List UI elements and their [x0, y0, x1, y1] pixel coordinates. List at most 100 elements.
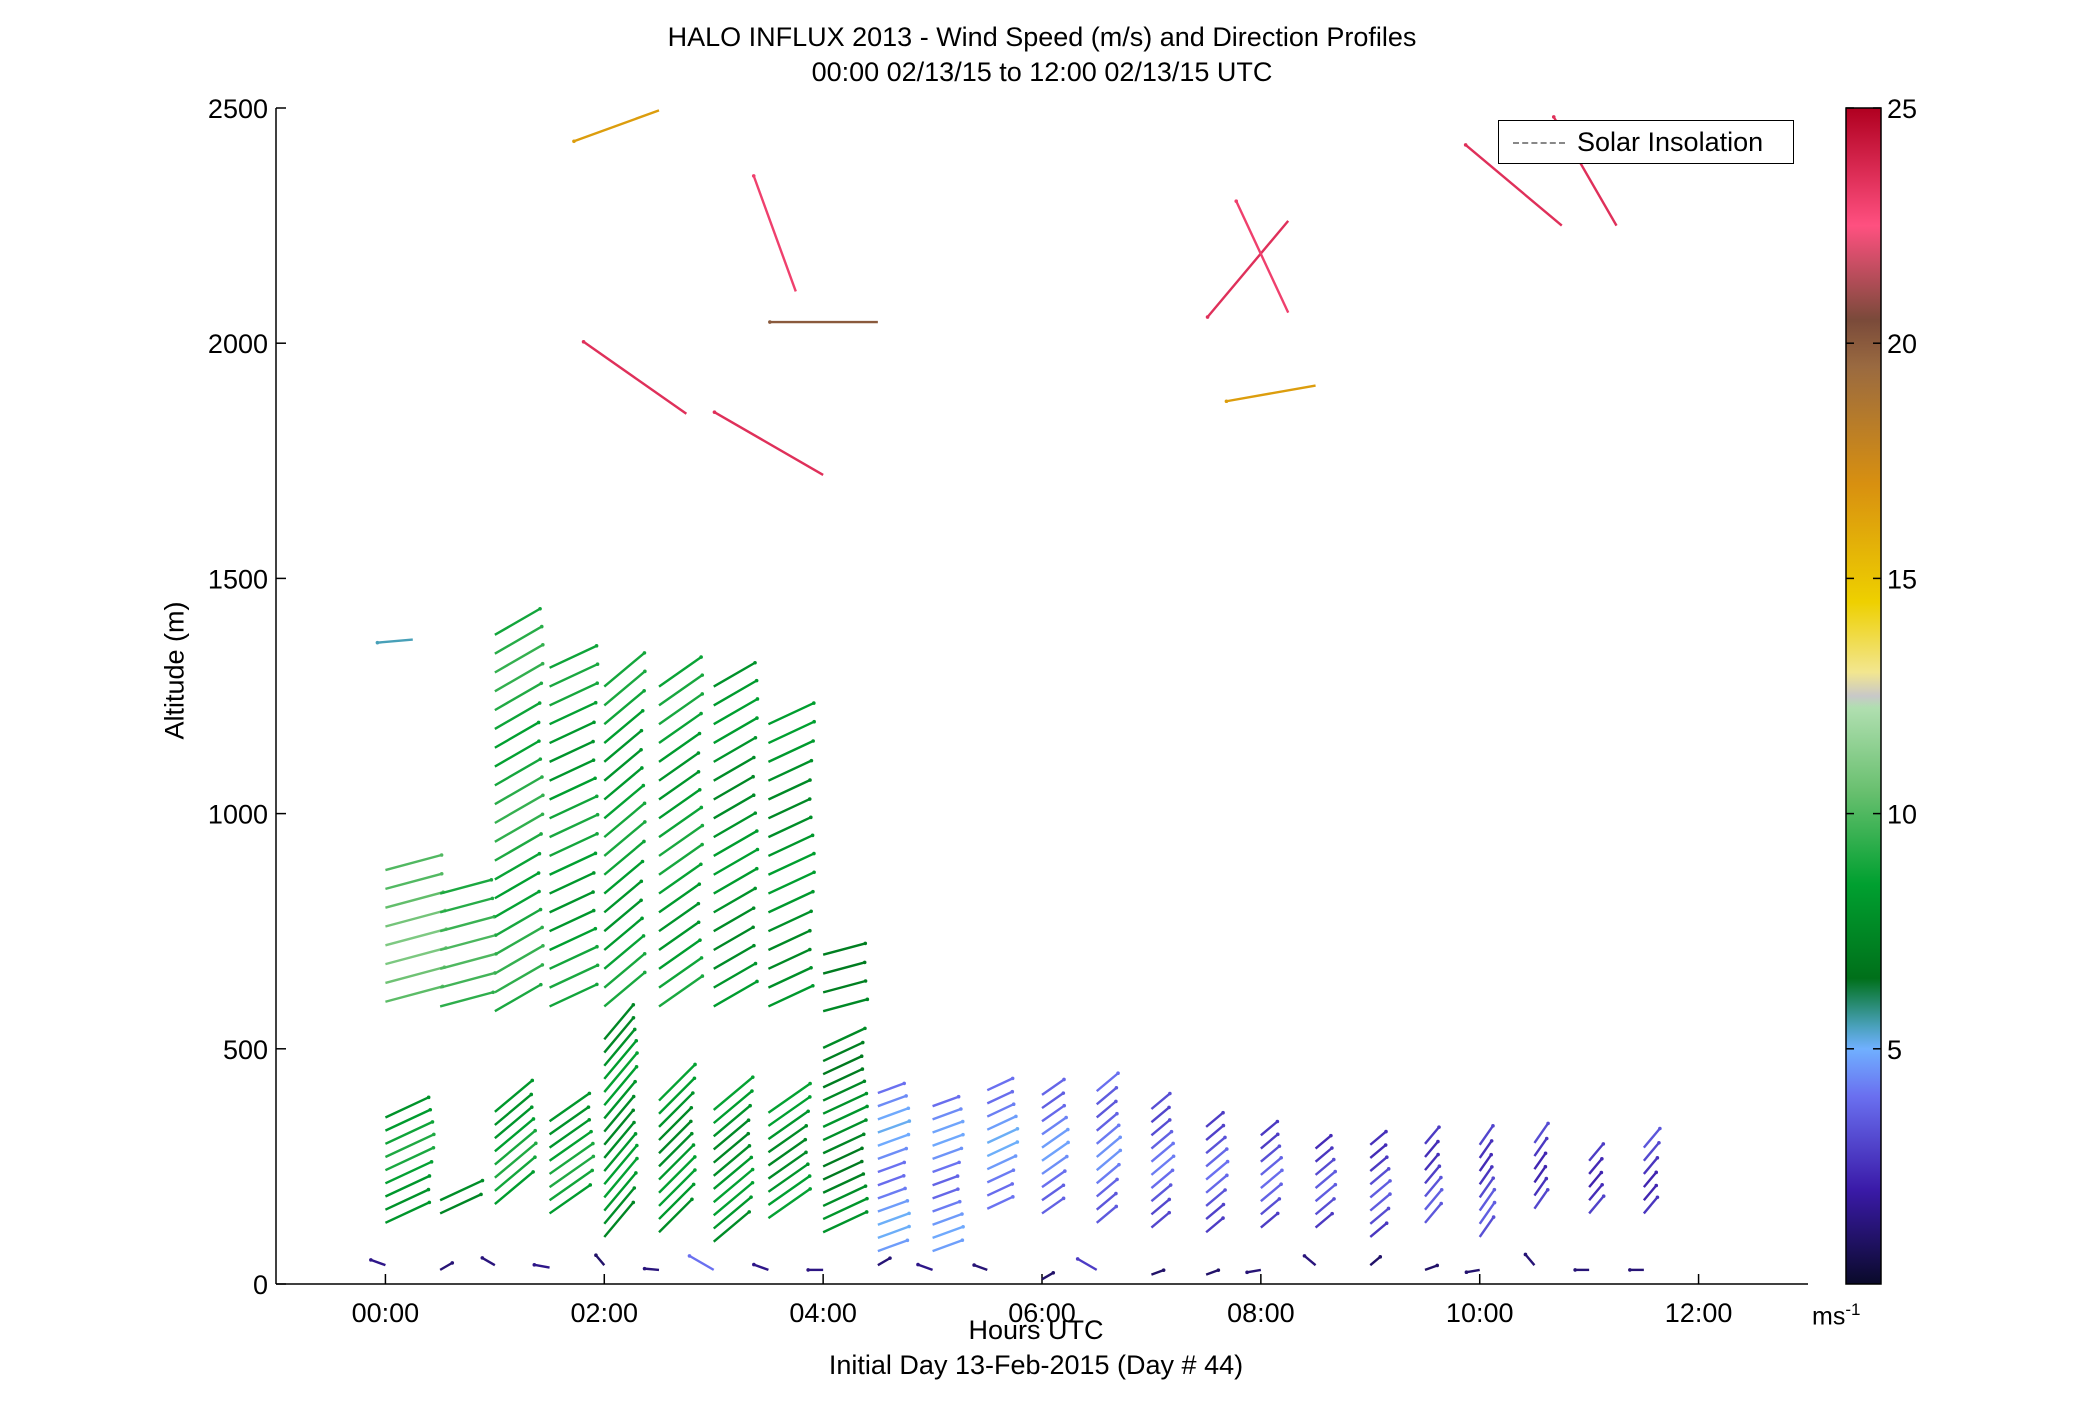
surface-arrow: [481, 1256, 496, 1267]
wind-arrow: [494, 1106, 533, 1140]
wind-arrow-head: [862, 1079, 867, 1084]
wind-arrow-head: [864, 1210, 869, 1214]
wind-arrow-head: [538, 606, 542, 611]
wind-arrow: [713, 812, 756, 839]
wind-arrow: [603, 784, 645, 820]
wind-arrow: [439, 933, 497, 952]
wind-arrow-head: [1388, 1192, 1392, 1196]
wind-arrow-head: [631, 1200, 636, 1205]
wind-arrow-head: [864, 1091, 869, 1096]
wind-arrow: [712, 1090, 753, 1125]
wind-arrow-head: [594, 644, 599, 648]
wind-arrow: [822, 979, 866, 994]
wind-arrow: [1205, 1111, 1224, 1128]
wind-arrow-head: [640, 708, 645, 713]
wind-arrow-head: [541, 793, 545, 798]
wind-arrow-head: [860, 1146, 864, 1151]
wind-arrow-head: [1114, 1204, 1119, 1209]
wind-arrow-head: [861, 1172, 866, 1176]
surface-arrow-head: [972, 1263, 976, 1267]
wind-arrow-head: [754, 866, 759, 871]
wind-arrow-head: [806, 1109, 810, 1114]
wind-arrow: [1642, 1171, 1658, 1188]
wind-arrow-head: [1114, 1191, 1118, 1196]
wind-arrow-head: [689, 1131, 694, 1136]
wind-arrow: [767, 834, 814, 858]
wind-arrow: [1642, 1196, 1659, 1215]
surface-arrow-head: [532, 1263, 537, 1267]
wind-arrow: [1478, 1140, 1493, 1159]
wind-arrow-head: [589, 1129, 593, 1134]
wind-arrow-head: [1388, 1179, 1392, 1183]
chart-title: HALO INFLUX 2013 - Wind Speed (m/s) and …: [667, 22, 1417, 52]
wind-arrow-head: [428, 1107, 433, 1112]
wind-arrow-head: [533, 1128, 537, 1133]
isolated-arrow-head: [581, 339, 586, 344]
wind-arrow-head: [1221, 1216, 1225, 1220]
wind-arrow: [1369, 1179, 1391, 1199]
wind-arrow-head: [753, 811, 758, 815]
wind-arrow: [385, 853, 442, 872]
x-tick-label: 08:00: [1227, 1298, 1295, 1328]
wind-arrow: [603, 1201, 635, 1238]
isolated-arrow-head: [1224, 399, 1229, 404]
wind-arrow-head: [439, 853, 444, 857]
wind-arrow-head: [1167, 1105, 1171, 1110]
surface-arrow-head: [1523, 1252, 1528, 1257]
wind-arrow-head: [1546, 1121, 1550, 1126]
wind-arrow: [494, 775, 543, 806]
x-tick-label: 02:00: [570, 1298, 638, 1328]
wind-arrow: [658, 806, 703, 839]
wind-arrow: [1478, 1154, 1493, 1172]
surface-arrow: [1303, 1254, 1317, 1267]
surface-arrow: [1424, 1264, 1438, 1272]
wind-arrow-head: [1333, 1182, 1338, 1187]
wind-arrow: [1478, 1201, 1496, 1225]
wind-arrow: [822, 942, 866, 956]
wind-arrow: [1588, 1171, 1603, 1188]
wind-arrow-head: [588, 1183, 593, 1187]
wind-arrow: [439, 897, 493, 914]
wind-arrow-head: [957, 1199, 962, 1204]
wind-arrow: [877, 1161, 905, 1174]
wind-arrow-head: [1167, 1210, 1172, 1215]
wind-arrow: [1260, 1197, 1281, 1216]
wind-arrow: [1260, 1145, 1281, 1163]
wind-arrow: [822, 998, 868, 1013]
wind-arrow-head: [753, 886, 757, 891]
isolated-arrow: [752, 175, 797, 292]
wind-arrow: [549, 927, 596, 952]
wind-arrow: [712, 1076, 754, 1111]
wind-arrow: [1424, 1126, 1440, 1145]
wind-arrow-head: [1384, 1221, 1389, 1226]
wind-arrow: [767, 1151, 807, 1180]
wind-arrow-head: [591, 871, 596, 875]
isolated-arrow: [1226, 384, 1316, 403]
wind-arrow: [713, 830, 758, 857]
wind-arrow: [658, 692, 703, 726]
wind-arrow-head: [808, 947, 812, 952]
wind-arrow-head: [697, 731, 702, 736]
wind-arrow: [603, 1040, 638, 1080]
wind-arrow: [1369, 1167, 1390, 1186]
wind-arrow-head: [812, 701, 816, 705]
wind-arrow-head: [593, 776, 597, 781]
wind-arrow-head: [865, 997, 870, 1002]
wind-arrow-head: [1385, 1155, 1389, 1160]
wind-arrow-head: [490, 896, 495, 901]
surface-arrow: [439, 1261, 453, 1271]
wind-arrow-head: [1015, 1127, 1020, 1131]
wind-arrow-head: [1011, 1102, 1016, 1107]
wind-arrow: [1041, 1197, 1065, 1215]
surface-arrow: [534, 1263, 550, 1269]
wind-arrow: [494, 662, 544, 693]
wind-arrow: [494, 944, 544, 975]
surface-arrow-head: [806, 1268, 810, 1272]
wind-arrow: [1314, 1197, 1335, 1216]
x-tick-label: 04:00: [789, 1298, 857, 1328]
wind-arrow-head: [1654, 1183, 1659, 1188]
wind-arrow: [548, 1092, 591, 1123]
colorbar-strip: [1845, 107, 1882, 1285]
wind-arrow: [1150, 1092, 1171, 1110]
